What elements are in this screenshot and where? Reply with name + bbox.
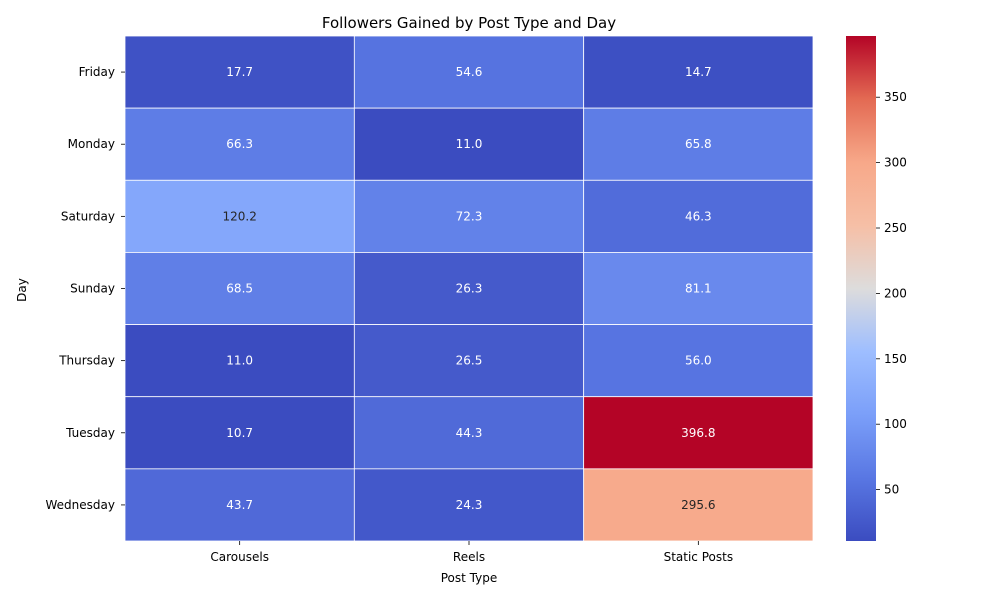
x-tick-label: Reels <box>453 550 485 564</box>
colorbar-tick-label: 350 <box>884 90 907 104</box>
heatmap-cell-value: 66.3 <box>226 137 253 151</box>
heatmap-cell <box>583 396 814 470</box>
y-tick-label: Sunday <box>70 282 115 296</box>
heatmap-cell-value: 14.7 <box>685 65 712 79</box>
heatmap-cell-value: 11.0 <box>226 354 253 368</box>
heatmap-cell-value: 46.3 <box>685 209 712 223</box>
heatmap-cell <box>353 468 585 542</box>
heatmap-cell <box>583 468 814 542</box>
heatmap-cell-value: 72.3 <box>456 209 483 223</box>
y-tick-label: Thursday <box>58 354 115 368</box>
y-tick-label: Monday <box>68 137 115 151</box>
y-tick-label: Wednesday <box>46 498 115 512</box>
heatmap-cell-value: 65.8 <box>685 137 712 151</box>
heatmap-cell-value: 44.3 <box>456 426 483 440</box>
heatmap-cell-value: 11.0 <box>456 137 483 151</box>
heatmap-cell <box>353 35 585 109</box>
chart-title: Followers Gained by Post Type and Day <box>322 14 616 32</box>
heatmap-cell-value: 10.7 <box>226 426 253 440</box>
heatmap-cell-value: 68.5 <box>226 282 253 296</box>
heatmap-cell <box>583 324 814 398</box>
heatmap-cell <box>353 324 585 398</box>
heatmap-cell <box>124 468 355 542</box>
heatmap-cell-value: 26.3 <box>456 282 483 296</box>
heatmap-cell <box>353 179 585 253</box>
y-tick-label: Tuesday <box>65 426 115 440</box>
heatmap-cell <box>353 107 585 181</box>
y-axis-label: Day <box>15 278 29 302</box>
heatmap-cell <box>124 35 355 109</box>
colorbar-tick-label: 200 <box>884 286 907 300</box>
heatmap-cell-value: 17.7 <box>226 65 253 79</box>
heatmap-cell <box>583 35 814 109</box>
colorbar-tick-label: 100 <box>884 417 907 431</box>
heatmap-cell <box>124 107 355 181</box>
x-tick-label: Static Posts <box>664 550 734 564</box>
heatmap-cell-value: 56.0 <box>685 354 712 368</box>
colorbar-ticks: 50 100 150 200 250 300 350 <box>876 90 907 497</box>
heatmap-cell-value: 295.6 <box>681 498 715 512</box>
x-tick-label: Carousels <box>210 550 269 564</box>
heatmap-cell-value: 120.2 <box>222 209 256 223</box>
x-axis-ticks: Carousels Reels Static Posts <box>210 541 733 564</box>
y-axis-ticks: Friday Monday Saturday Sunday Thursday Tuesda… <box>46 65 125 512</box>
heatmap-cell <box>353 396 585 470</box>
heatmap-cell-value: 26.5 <box>456 354 483 368</box>
x-axis-label: Post Type <box>441 571 497 585</box>
colorbar-tick-label: 150 <box>884 352 907 366</box>
heatmap-cell <box>124 324 355 398</box>
heatmap-cell-value: 24.3 <box>456 498 483 512</box>
colorbar-tick-label: 300 <box>884 156 907 170</box>
heatmap-cell <box>583 252 814 325</box>
heatmap-cell-value: 396.8 <box>681 426 715 440</box>
heatmap-cells: 17.7 54.6 14.7 66.3 11.0 65.8 120.2 72.3 46.3 68.… <box>124 35 814 542</box>
colorbar-tick-label: 50 <box>884 483 899 497</box>
colorbar <box>846 36 876 541</box>
colorbar-tick-label: 250 <box>884 221 907 235</box>
heatmap-cell <box>124 252 355 325</box>
heatmap-cell <box>583 107 814 181</box>
heatmap-cell-value: 54.6 <box>456 65 483 79</box>
y-tick-label: Saturday <box>61 209 115 223</box>
y-tick-label: Friday <box>79 65 115 79</box>
heatmap-cell-value: 81.1 <box>685 282 712 296</box>
heatmap-cell-value: 43.7 <box>226 498 253 512</box>
